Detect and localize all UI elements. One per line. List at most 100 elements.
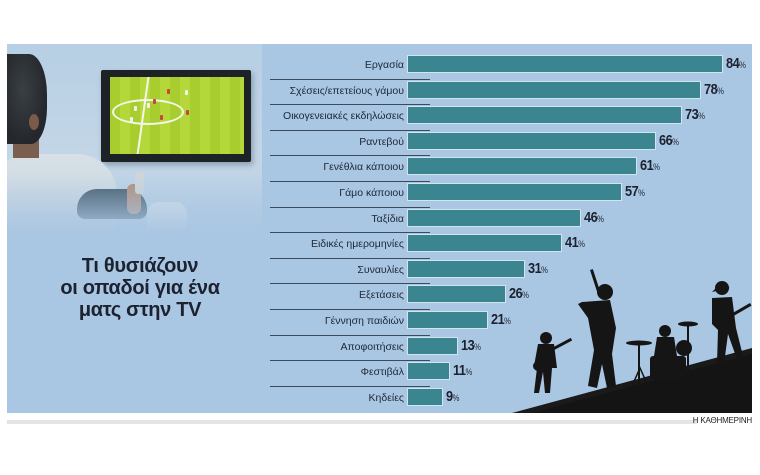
- category-label: Κηδείες: [368, 391, 404, 404]
- bar-row: Εργασία 84%: [260, 55, 760, 82]
- row-separator: [270, 334, 430, 336]
- percent-sign: %: [503, 316, 511, 326]
- value-number: 11: [453, 362, 466, 380]
- bar: [407, 259, 525, 278]
- percent-sign: %: [672, 136, 679, 147]
- source-credit: Η ΚΑΘΗΜΕΡΙΝΗ: [692, 416, 752, 425]
- value-label: 31%: [528, 260, 548, 277]
- tv-icon: [101, 70, 251, 162]
- bar-row: Ταξίδια 46%: [260, 206, 760, 236]
- bar-row: Ειδικές ημερομηνίες 41%: [260, 232, 760, 261]
- bar: [406, 208, 582, 227]
- percent-sign: %: [638, 188, 646, 198]
- bar-row: Γενέθλια κάποιου 61%: [260, 155, 760, 184]
- bar: [406, 285, 507, 304]
- percent-sign: %: [716, 85, 724, 96]
- bar: [407, 387, 443, 406]
- bar: [406, 234, 563, 253]
- bar-row: Εξετάσεις 26%: [260, 283, 760, 312]
- value-number: 9: [445, 387, 453, 405]
- category-label: Συναυλίες: [357, 263, 404, 276]
- value-number: 31: [527, 259, 542, 277]
- bar: [406, 106, 683, 125]
- value-label: 66%: [659, 132, 679, 149]
- value-number: 41: [565, 234, 579, 252]
- category-label: Ειδικές ημερομηνίες: [310, 238, 404, 251]
- value-label: 73%: [685, 106, 705, 123]
- value-label: 11%: [453, 362, 472, 379]
- value-label: 21%: [491, 311, 511, 328]
- value-label: 84%: [726, 55, 746, 72]
- value-label: 57%: [625, 183, 645, 200]
- row-separator: [270, 309, 430, 310]
- category-label: Φεστιβάλ: [360, 366, 404, 379]
- value-number: 66: [658, 131, 673, 149]
- rock-band-silhouette-icon: [512, 269, 752, 413]
- percent-sign: %: [465, 367, 473, 378]
- credit-divider: [7, 420, 697, 424]
- row-separator: [270, 206, 430, 208]
- bar: [407, 131, 656, 150]
- percent-sign: %: [473, 341, 481, 352]
- value-number: 46: [584, 208, 598, 226]
- category-label: Σχέσεις/επετείους γάμου: [289, 84, 404, 97]
- bar-row: Ραντεβού 66%: [260, 129, 760, 159]
- percent-sign: %: [739, 60, 747, 70]
- row-separator: [270, 129, 430, 131]
- bar: [407, 336, 458, 355]
- row-separator: [270, 257, 430, 259]
- percent-sign: %: [541, 264, 548, 275]
- bar: [407, 311, 488, 329]
- value-number: 57: [625, 183, 639, 200]
- chart-title: Τι θυσιάζουν οι οπαδοί για ένα ματς στην…: [60, 255, 220, 321]
- value-label: 46%: [584, 209, 604, 226]
- value-number: 78: [703, 80, 718, 98]
- percent-sign: %: [452, 392, 460, 403]
- percent-sign: %: [578, 239, 586, 250]
- row-separator: [270, 232, 430, 234]
- percent-sign: %: [698, 111, 706, 122]
- bar: [406, 362, 451, 381]
- bar-row: Συναυλίες 31%: [260, 257, 760, 287]
- bar: [406, 157, 638, 176]
- row-separator: [270, 78, 430, 80]
- value-number: 13: [460, 336, 475, 354]
- value-number: 73: [685, 106, 699, 124]
- value-label: 78%: [704, 81, 724, 98]
- row-separator: [270, 385, 430, 387]
- value-number: 26: [509, 285, 523, 303]
- value-label: 13%: [461, 337, 481, 354]
- category-label: Γέννηση παιδιών: [324, 315, 404, 327]
- row-separator: [270, 155, 430, 157]
- football-pitch: [110, 77, 244, 154]
- percent-sign: %: [522, 290, 530, 301]
- bar-row: Γάμο κάποιου 57%: [260, 181, 760, 210]
- category-label: Εξετάσεις: [358, 289, 404, 302]
- bar: [406, 55, 724, 73]
- percent-sign: %: [653, 162, 661, 173]
- row-separator: [270, 181, 430, 182]
- row-separator: [270, 360, 430, 362]
- category-label: Γενέθλια κάποιου: [323, 161, 404, 174]
- bar-row: Σχέσεις/επετείους γάμου 78%: [260, 78, 760, 108]
- bar: [406, 183, 623, 201]
- bar-row: Γέννηση παιδιών 21%: [260, 309, 760, 338]
- category-label: Εργασία: [364, 59, 404, 71]
- category-label: Ταξίδια: [371, 212, 404, 225]
- value-number: 84: [726, 55, 740, 72]
- row-separator: [270, 283, 430, 285]
- value-label: 9%: [446, 388, 459, 405]
- bar-row: Φεστιβάλ 11%: [260, 360, 760, 389]
- category-label: Οικογενειακές εκδηλώσεις: [283, 110, 404, 123]
- bar-row: Κηδείες 9%: [260, 385, 760, 415]
- percent-sign: %: [597, 213, 605, 224]
- category-label: Γάμο κάποιου: [339, 187, 404, 199]
- bar-row: Οικογενειακές εκδηλώσεις 73%: [260, 104, 760, 133]
- value-number: 21: [490, 311, 505, 328]
- category-label: Αποφοιτήσεις: [340, 340, 404, 353]
- category-label: Ραντεβού: [359, 135, 404, 148]
- value-label: 26%: [509, 285, 529, 302]
- row-separator: [270, 104, 430, 106]
- value-number: 61: [640, 157, 654, 175]
